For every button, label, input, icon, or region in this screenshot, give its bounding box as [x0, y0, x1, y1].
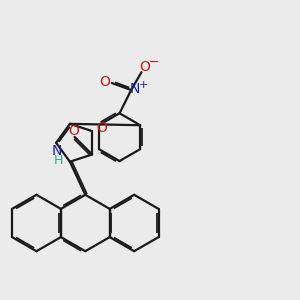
- Text: O: O: [96, 122, 107, 135]
- Text: O: O: [68, 124, 79, 138]
- Text: N: N: [52, 144, 62, 158]
- Text: +: +: [139, 80, 148, 90]
- Text: N: N: [130, 82, 140, 96]
- Text: H: H: [54, 154, 63, 166]
- Text: O: O: [99, 75, 110, 89]
- Text: −: −: [149, 56, 159, 69]
- Text: O: O: [139, 60, 150, 74]
